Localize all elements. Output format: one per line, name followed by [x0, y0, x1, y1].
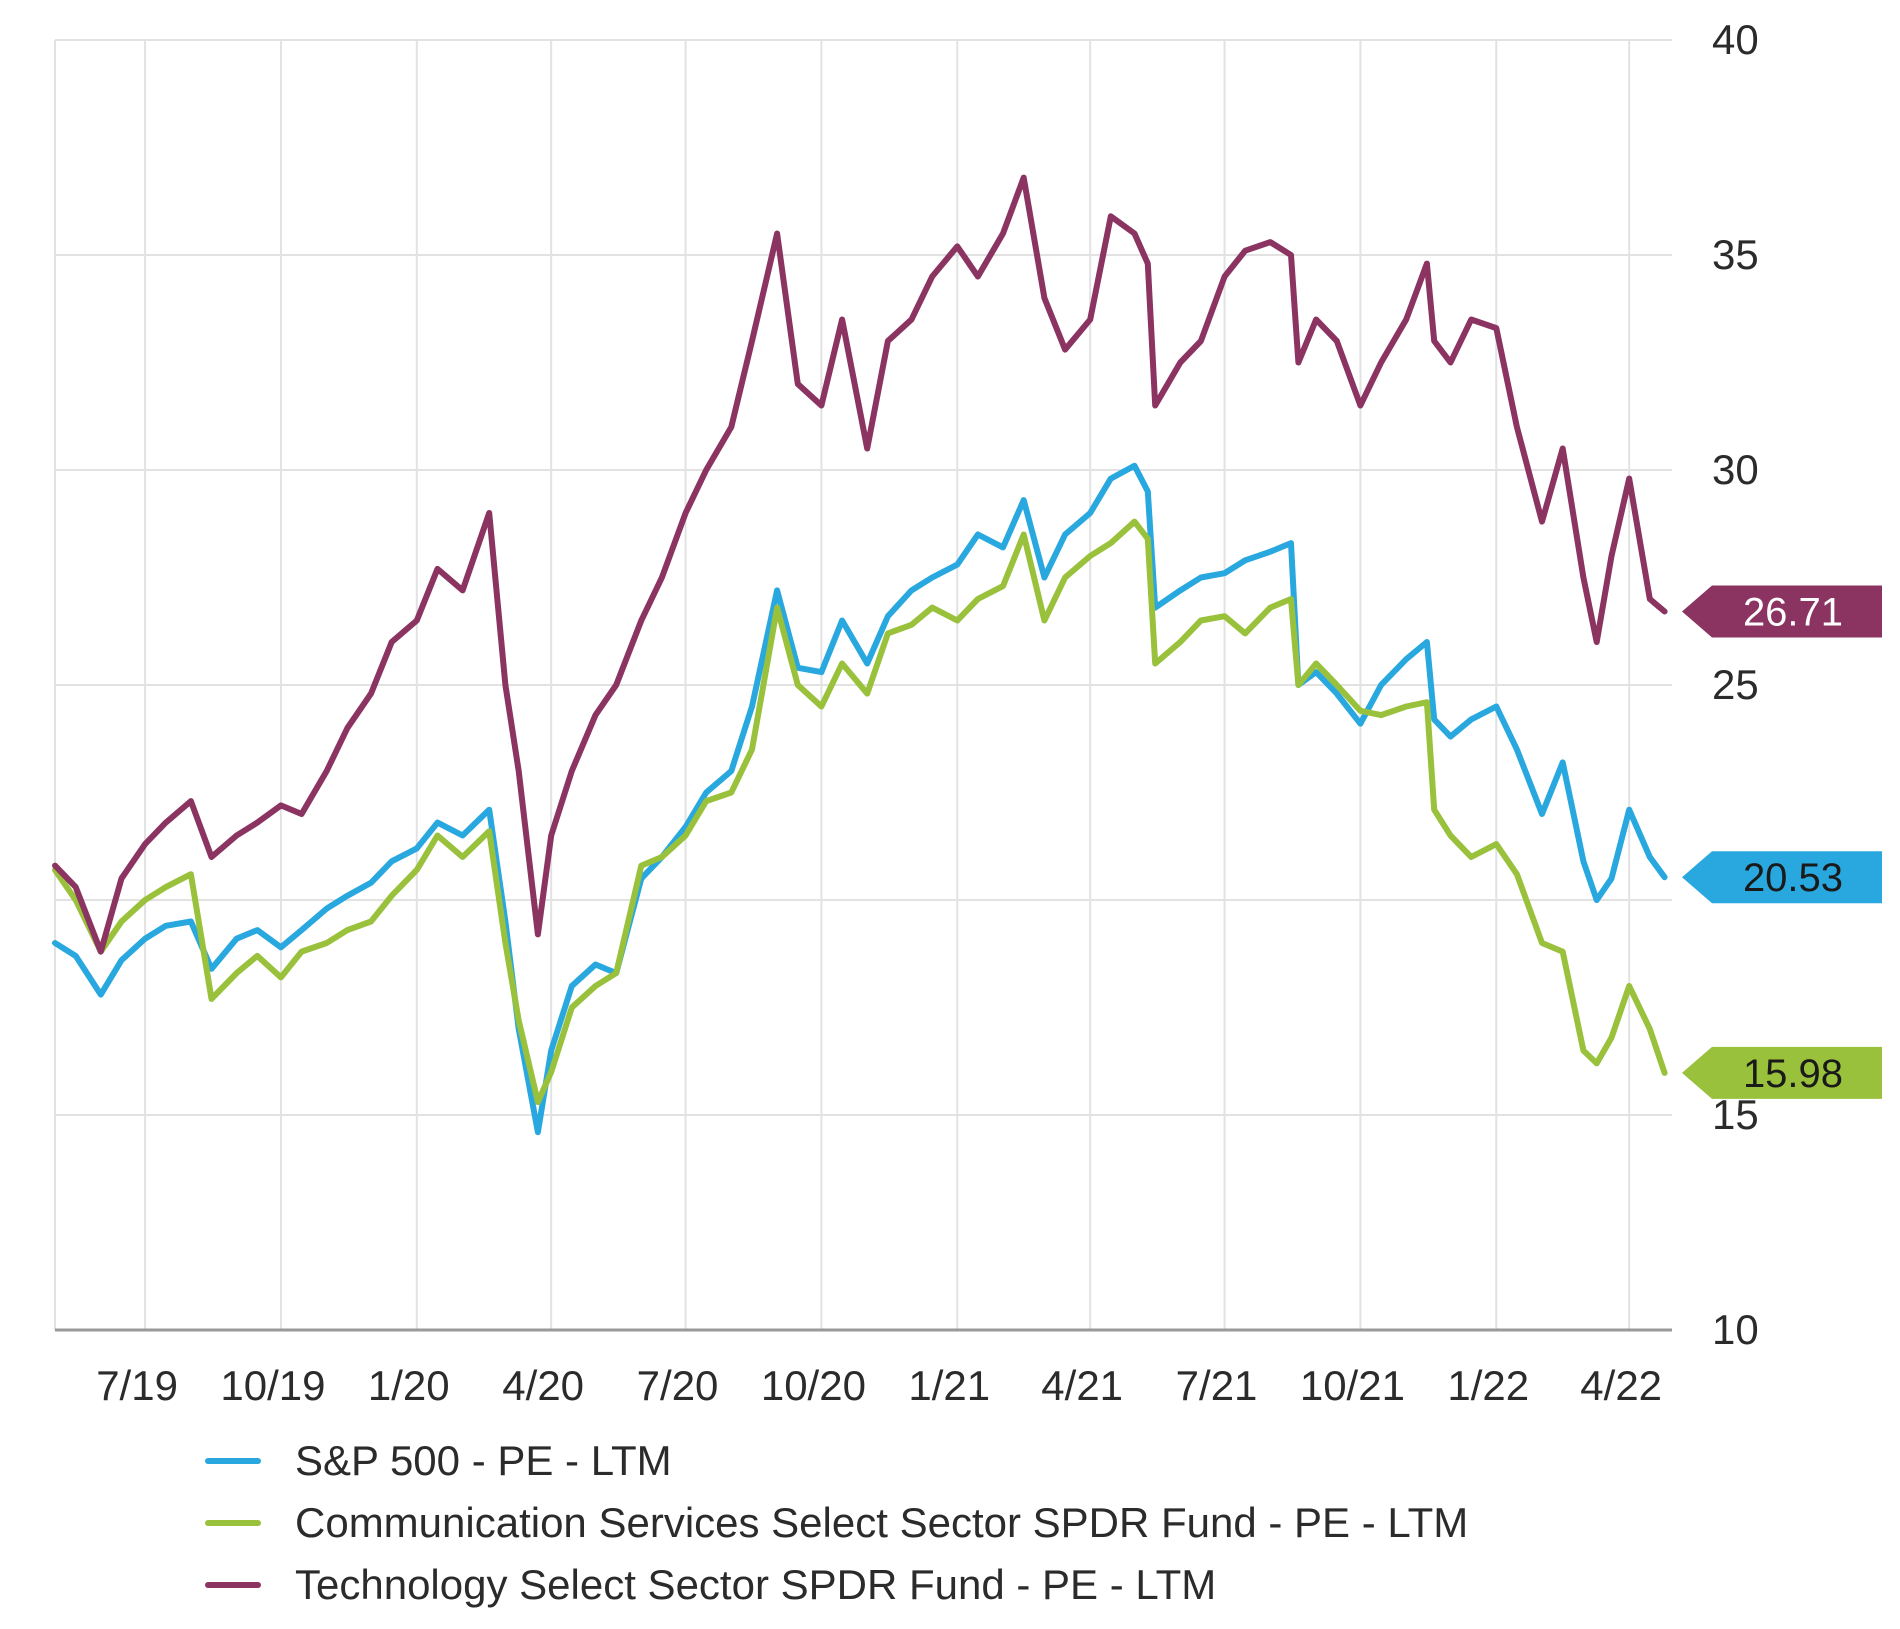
x-tick-label: 1/22: [1447, 1362, 1529, 1409]
series-line-0: [52, 462, 1668, 1136]
x-tick-label: 4/22: [1580, 1362, 1662, 1409]
end-label-value-1: 15.98: [1743, 1052, 1843, 1096]
y-tick-label: 40: [1712, 16, 1759, 63]
legend-item-technology: Technology Select Sector SPDR Fund - PE …: [205, 1554, 1468, 1616]
x-tick-label: 4/20: [502, 1362, 584, 1409]
x-tick-label: 10/19: [220, 1362, 325, 1409]
legend-label-communication-services: Communication Services Select Sector SPD…: [295, 1499, 1469, 1546]
x-tick-label: 4/21: [1041, 1362, 1123, 1409]
legend-item-communication-services: Communication Services Select Sector SPD…: [205, 1492, 1468, 1554]
end-label-value-2: 26.71: [1743, 590, 1843, 634]
legend-swatch-technology: [205, 1582, 261, 1588]
y-tick-label: 10: [1712, 1306, 1759, 1353]
x-tick-label: 10/20: [761, 1362, 866, 1409]
end-label-value-0: 20.53: [1743, 856, 1843, 900]
x-tick-label: 1/20: [368, 1362, 450, 1409]
y-tick-label: 30: [1712, 446, 1759, 493]
end-label-flag-1: [1682, 1046, 1882, 1099]
y-tick-label: 25: [1712, 661, 1759, 708]
chart-legend: S&P 500 - PE - LTM Communication Service…: [205, 1430, 1468, 1616]
x-tick-label: 1/21: [908, 1362, 990, 1409]
x-axis-tick-labels: 7/19 10/19 1/20 4/20 7/20 10/20 1/21 4/21 7/21 10…: [96, 1362, 1662, 1409]
end-label-flag-2: [1682, 585, 1882, 638]
series-line-1: [52, 518, 1668, 1106]
legend-swatch-communication-services: [205, 1520, 261, 1526]
y-tick-label: 35: [1712, 231, 1759, 278]
legend-label-sp500: S&P 500 - PE - LTM: [295, 1437, 672, 1484]
x-tick-label: 7/20: [637, 1362, 719, 1409]
series-end-value-labels: 20.53 15.98 26.71: [1682, 585, 1882, 1099]
legend-label-technology: Technology Select Sector SPDR Fund - PE …: [295, 1561, 1217, 1608]
legend-swatch-sp500: [205, 1458, 261, 1464]
x-tick-label: 7/19: [96, 1362, 178, 1409]
legend-item-sp500: S&P 500 - PE - LTM: [205, 1430, 1468, 1492]
chart-grid: [54, 39, 1672, 1332]
series-line-2: [52, 174, 1668, 955]
end-label-flag-0: [1682, 851, 1882, 904]
chart-series-lines: [52, 174, 1668, 1136]
x-tick-label: 10/21: [1300, 1362, 1405, 1409]
x-tick-label: 7/21: [1176, 1362, 1258, 1409]
